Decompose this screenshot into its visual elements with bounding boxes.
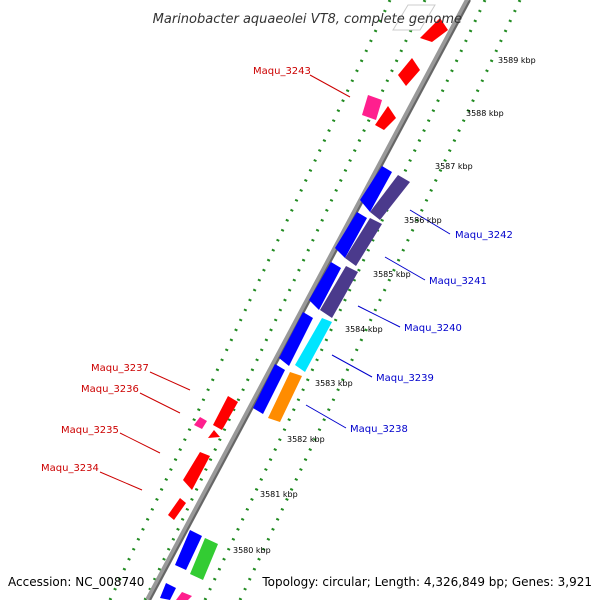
leader-maqu-3237	[149, 371, 191, 391]
gene-blue-3579[interactable]	[160, 583, 176, 600]
gene-maqu-3242-fwd[interactable]	[360, 166, 392, 212]
gene-maqu-3237[interactable]	[213, 396, 238, 430]
reverse-strand-features	[168, 4, 448, 520]
gene-top-2[interactable]	[420, 18, 448, 42]
label-maqu-3243[interactable]: Maqu_3243	[253, 66, 311, 77]
genome-backbone	[145, 0, 471, 600]
tick-3582: 3582 kbp	[287, 435, 325, 444]
topology-text: Topology: circular; Length: 4,326,849 bp…	[262, 575, 592, 589]
tick-3585: 3585 kbp	[373, 270, 411, 279]
inner-right-guide	[203, 0, 487, 600]
gene-maqu-3236[interactable]	[194, 417, 207, 429]
gene-maqu-3235-tip[interactable]	[208, 430, 220, 438]
inner-left-guide	[143, 0, 427, 600]
label-maqu-3235[interactable]: Maqu_3235	[61, 425, 119, 436]
map-title: Marinobacter aquaeolei VT8, complete gen…	[153, 12, 462, 27]
leader-maqu-3239	[331, 354, 373, 378]
tick-3586: 3586 kbp	[404, 216, 442, 225]
gene-top-1[interactable]	[392, 4, 436, 31]
gene-green-3580[interactable]	[190, 538, 218, 580]
label-maqu-3237[interactable]: Maqu_3237	[91, 363, 149, 374]
gene-maqu-3239-fwd[interactable]	[279, 312, 313, 366]
leader-maqu-3243	[309, 74, 351, 98]
leader-maqu-3242	[409, 209, 451, 235]
accession-text: Accession: NC_008740	[8, 575, 145, 589]
label-maqu-3241[interactable]: Maqu_3241	[429, 276, 487, 287]
gene-maqu-3239[interactable]	[295, 318, 332, 372]
gene-red-3588[interactable]	[375, 106, 396, 130]
leader-maqu-3241	[384, 256, 426, 281]
label-maqu-3234[interactable]: Maqu_3234	[41, 463, 99, 474]
tick-3587: 3587 kbp	[435, 162, 473, 171]
right-gene-labels: Maqu_3242 Maqu_3241 Maqu_3240 Maqu_3239 …	[350, 230, 513, 435]
forward-strand-features	[160, 166, 410, 600]
outer-left-guide	[108, 0, 392, 600]
leader-maqu-3236	[139, 392, 181, 414]
gene-pink-3579[interactable]	[176, 592, 192, 600]
gene-red-3589a[interactable]	[398, 58, 420, 86]
gene-maqu-3243[interactable]	[362, 95, 382, 120]
leader-maqu-3235	[119, 432, 161, 454]
label-maqu-3240[interactable]: Maqu_3240	[404, 323, 462, 334]
leader-maqu-3240	[357, 305, 401, 328]
label-maqu-3242[interactable]: Maqu_3242	[455, 230, 513, 241]
gene-maqu-3235[interactable]	[183, 452, 210, 490]
gene-maqu-3238-fwd[interactable]	[253, 364, 285, 414]
tick-3581: 3581 kbp	[260, 490, 298, 499]
label-leaders	[99, 74, 451, 491]
gene-maqu-3234[interactable]	[168, 498, 186, 520]
tick-3589: 3589 kbp	[498, 56, 536, 65]
gene-maqu-3242[interactable]	[370, 175, 410, 220]
gene-maqu-3240[interactable]	[320, 266, 358, 318]
tick-3588: 3588 kbp	[466, 109, 504, 118]
gene-maqu-3238[interactable]	[268, 372, 302, 422]
leader-maqu-3238	[305, 404, 347, 429]
label-maqu-3239[interactable]: Maqu_3239	[376, 373, 434, 384]
label-maqu-3238[interactable]: Maqu_3238	[350, 424, 408, 435]
gene-maqu-3241[interactable]	[345, 218, 382, 266]
gene-maqu-3241-fwd[interactable]	[335, 212, 367, 258]
outer-right-guide	[238, 0, 522, 600]
label-maqu-3236[interactable]: Maqu_3236	[81, 384, 139, 395]
tick-3583: 3583 kbp	[315, 379, 353, 388]
kbp-ticks: 3580 kbp 3581 kbp 3582 kbp 3583 kbp 3584…	[233, 56, 536, 555]
gene-maqu-3240-fwd[interactable]	[309, 262, 341, 310]
tick-3580: 3580 kbp	[233, 546, 271, 555]
left-gene-labels: Maqu_3243 Maqu_3237 Maqu_3236 Maqu_3235 …	[41, 66, 311, 474]
leader-maqu-3234	[99, 471, 143, 491]
gene-blue-3580[interactable]	[175, 530, 202, 570]
tick-3584: 3584 kbp	[345, 325, 383, 334]
